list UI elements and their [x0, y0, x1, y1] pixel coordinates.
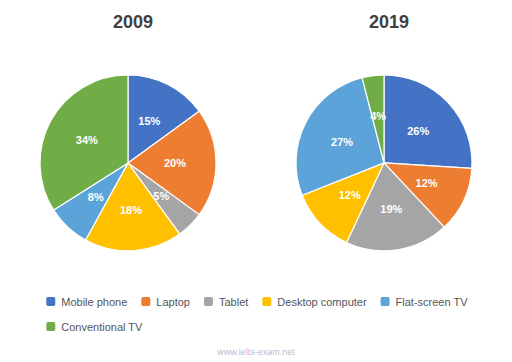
svg-text:18%: 18%: [120, 204, 142, 216]
svg-text:2009: 2009: [113, 12, 153, 32]
svg-text:Desktop computer: Desktop computer: [277, 296, 367, 308]
svg-text:12%: 12%: [416, 177, 438, 189]
svg-text:Tablet: Tablet: [219, 296, 248, 308]
svg-text:4%: 4%: [370, 110, 386, 122]
svg-text:5%: 5%: [153, 190, 169, 202]
svg-text:Laptop: Laptop: [156, 296, 190, 308]
svg-text:2019: 2019: [369, 12, 409, 32]
svg-text:19%: 19%: [380, 203, 402, 215]
svg-text:26%: 26%: [407, 125, 429, 137]
svg-text:15%: 15%: [138, 115, 160, 127]
svg-text:www.ielts-exam.net: www.ielts-exam.net: [216, 347, 295, 357]
svg-text:27%: 27%: [331, 136, 353, 148]
svg-text:12%: 12%: [339, 189, 361, 201]
svg-text:20%: 20%: [164, 157, 186, 169]
svg-text:Conventional TV: Conventional TV: [61, 321, 143, 333]
svg-text:Flat-screen TV: Flat-screen TV: [396, 296, 469, 308]
svg-text:Mobile phone: Mobile phone: [61, 296, 127, 308]
svg-text:34%: 34%: [76, 134, 98, 146]
svg-text:8%: 8%: [88, 191, 104, 203]
